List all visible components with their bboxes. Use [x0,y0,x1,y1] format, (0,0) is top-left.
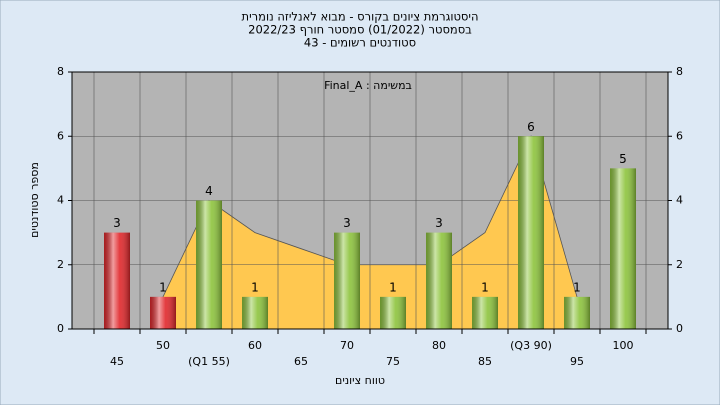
y2-tick-label: 6 [676,129,683,142]
x-tick-label: 95 [570,355,584,368]
data-label: 1 [251,280,259,294]
chart-subtitle: בסמסטר (01/2022) סמסטר חורף 2022/23 [248,23,472,37]
data-label: 6 [527,120,535,134]
y2-tick-label: 8 [676,65,683,78]
bar-shine [334,232,360,329]
x-tick-label: 60 [248,339,262,352]
x-tick-label: 50 [156,339,170,352]
plot-border [71,71,669,330]
data-label: 1 [481,280,489,294]
y-tick-label: 0 [57,322,64,335]
x-tick-label: 100 [613,339,634,352]
bar-shine [518,136,544,329]
bar-shine [380,296,406,329]
y2-tick-label: 0 [676,322,683,335]
x-tick-label: 85 [478,355,492,368]
x-tick-label: (Q1 55) [188,355,230,368]
data-label: 3 [343,216,351,230]
data-label: 3 [435,216,443,230]
x-tick-label: 45 [110,355,124,368]
y-tick-label: 6 [57,129,64,142]
x-tick-label: 80 [432,339,446,352]
chart-title: היסטוגרמת ציונים בקורס - מבוא לאנליזה נו… [242,10,479,24]
x-tick-label: 70 [340,339,354,352]
bar-shine [564,296,590,329]
data-label: 5 [619,152,627,166]
x-tick-label: (Q3 90) [510,339,552,352]
bar-shine [150,296,176,329]
y-tick-label: 8 [57,65,64,78]
chart-subtitle: סטודנטים רשומים - 43 [304,36,416,50]
x-tick-label: 75 [386,355,400,368]
data-label: 1 [573,280,581,294]
y-axis-title: מספר סטודנטים [28,162,41,238]
y2-tick-label: 4 [676,194,683,207]
data-label: 1 [159,280,167,294]
bar-shine [196,200,222,329]
data-label: 4 [205,184,213,198]
annotation: Final_A : במשימה [324,79,412,92]
bar-shine [104,232,130,329]
bar-shine [426,232,452,329]
bar-shine [610,168,636,329]
bar-shine [472,296,498,329]
y-tick-label: 4 [57,194,64,207]
data-label: 3 [113,216,121,230]
y2-tick-label: 2 [676,258,683,271]
y-tick-label: 2 [57,258,64,271]
data-label: 1 [389,280,397,294]
bar-shine [242,296,268,329]
x-axis-title: טווח ציונים [335,374,385,387]
x-tick-label: 65 [294,355,308,368]
